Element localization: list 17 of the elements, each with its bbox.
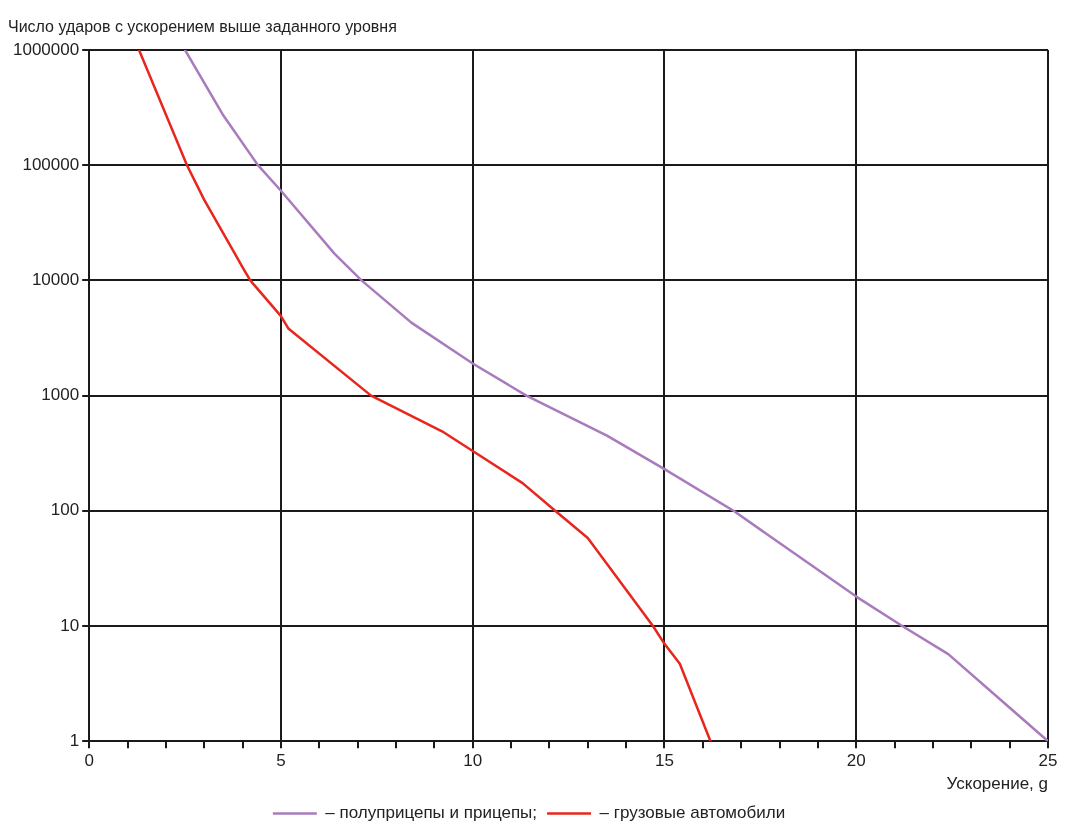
x-tick-label: 25 xyxy=(1038,751,1058,771)
y-tick-label: 1 xyxy=(69,730,80,750)
y-tick-label: 10000 xyxy=(31,270,80,290)
legend-label: – полуприцепы и прицепы; xyxy=(325,803,538,823)
y-tick-label: 100000 xyxy=(22,154,80,174)
x-tick-label: 15 xyxy=(655,751,674,771)
y-axis-title: Число ударов с ускорением выше заданного уровня xyxy=(8,18,397,36)
y-tick-label: 1000000 xyxy=(12,39,80,59)
x-tick-label: 20 xyxy=(846,751,866,771)
x-tick-label: 5 xyxy=(276,751,286,771)
y-tick-label: 100 xyxy=(50,500,80,520)
y-tick-label: 1000 xyxy=(41,385,80,405)
legend-label: – грузовые автомобили xyxy=(599,803,786,823)
x-tick-label: 10 xyxy=(463,751,483,771)
x-tick-label: 0 xyxy=(84,751,94,771)
y-tick-label: 10 xyxy=(60,615,80,635)
x-axis-title: Ускорение, g xyxy=(946,774,1048,794)
